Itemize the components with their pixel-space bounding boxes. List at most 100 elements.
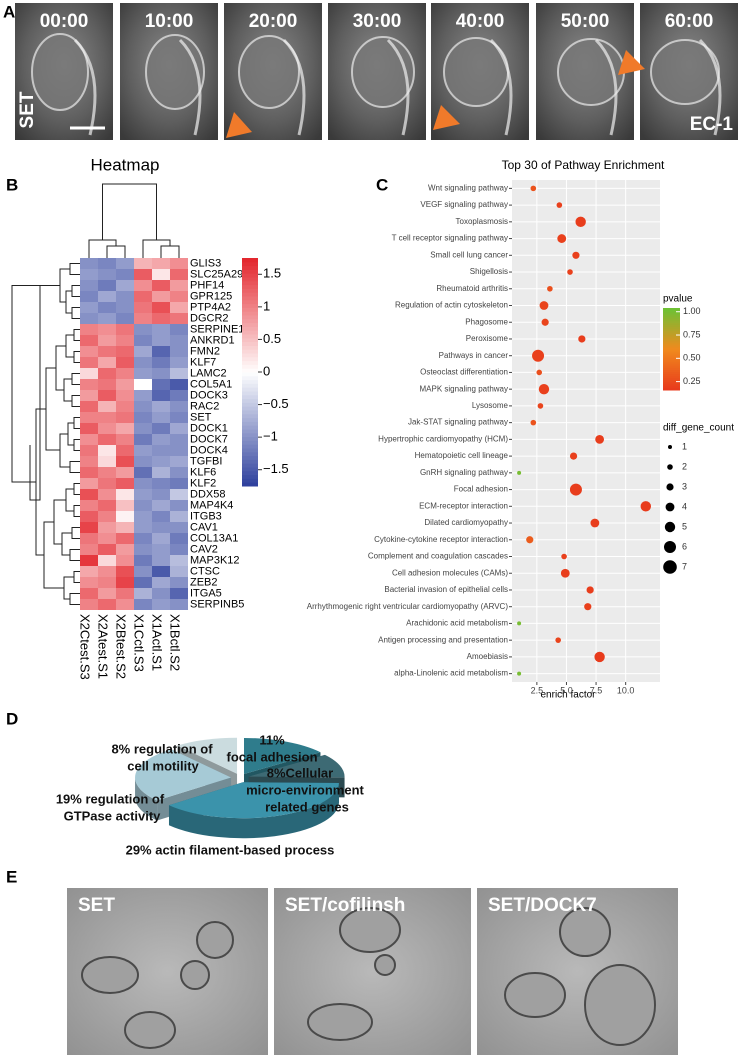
heatmap-cell: [116, 555, 134, 566]
pathway-label: Osteoclast differentiation: [420, 368, 508, 377]
heatmap-cell: [170, 599, 188, 610]
count-legend-dot: [664, 521, 676, 533]
gene-label: GPR125: [190, 290, 232, 302]
color-scale-step: [242, 474, 258, 479]
enrichment-dot: [526, 536, 534, 544]
heatmap-cell: [80, 335, 98, 346]
pathway-label: Small cell lung cancer: [430, 250, 508, 259]
heatmap-cell: [116, 511, 134, 522]
heatmap-cell: [170, 588, 188, 599]
pie-label: cell motility: [127, 758, 199, 773]
heatmap-cell: [80, 467, 98, 478]
pvalue-scale-step: [663, 351, 680, 354]
heatmap-cell: [170, 423, 188, 434]
pathway-label: Peroxisome: [466, 334, 509, 343]
heatmap-cell: [134, 313, 152, 324]
heatmap-cell: [98, 555, 116, 566]
heatmap-cell: [134, 544, 152, 555]
heatmap-cell: [134, 445, 152, 456]
gene-label: KLF7: [190, 356, 216, 368]
heatmap-cell: [152, 346, 170, 357]
enrichment-dot: [572, 251, 580, 259]
scale-tick-label: −0.5: [263, 396, 289, 411]
heatmap-cell: [116, 368, 134, 379]
color-scale-step: [242, 387, 258, 392]
color-scale-step: [242, 261, 258, 267]
pie-label: focal adhesion: [226, 749, 317, 764]
heatmap-cell: [152, 302, 170, 313]
pathway-label: VEGF signaling pathway: [420, 200, 508, 209]
color-scale-step: [242, 421, 258, 426]
color-scale-step: [242, 391, 258, 396]
color-scale-step: [242, 455, 258, 460]
sample-label: X1Bctl.S2: [168, 614, 183, 671]
heatmap-cell: [80, 489, 98, 500]
x-tick-label: 5.0: [560, 685, 573, 695]
pie-label: 8%Cellular: [267, 765, 333, 780]
cell-process: [282, 38, 306, 136]
color-scale-step: [242, 451, 258, 457]
enrichment-dot: [541, 318, 549, 326]
cell: [124, 1011, 176, 1049]
heatmap-cell: [116, 588, 134, 599]
heatmap-cell: [80, 390, 98, 401]
color-scale-step: [242, 406, 258, 411]
pvalue-scale-step: [663, 338, 680, 342]
scale-tick-label: 0.5: [263, 331, 281, 346]
heatmap-cell: [152, 401, 170, 412]
heatmap-cell: [80, 313, 98, 324]
heatmap-cell: [134, 599, 152, 610]
pvalue-scale-step: [663, 324, 680, 327]
heatmap-cell: [116, 291, 134, 302]
heatmap-cell: [134, 291, 152, 302]
heatmap-cell: [98, 390, 116, 401]
heatmap-cell: [98, 379, 116, 390]
pvalue-scale-step: [663, 367, 680, 370]
pvalue-tick-label: 0.25: [683, 376, 701, 386]
heatmap-cell: [98, 544, 116, 555]
gene-label: DOCK4: [190, 444, 228, 456]
heatmap-cell: [80, 577, 98, 588]
enrichment-dot: [584, 603, 592, 611]
enrichment-dot: [539, 301, 549, 310]
heatmap-cell: [170, 577, 188, 588]
pathway-label: Lysosome: [472, 401, 509, 410]
color-scale-step: [242, 273, 258, 278]
heatmap-cell: [134, 522, 152, 533]
heatmap-cell: [80, 544, 98, 555]
heatmap-cell: [170, 291, 188, 302]
color-scale-step: [242, 292, 258, 297]
enrichment-dot: [555, 637, 561, 643]
time-label: 00:00: [40, 11, 89, 32]
pie-label: micro-environment: [246, 782, 364, 797]
pie-slice: [177, 737, 238, 774]
heatmap-cell: [98, 533, 116, 544]
time-label: 40:00: [456, 11, 505, 32]
color-scale-step: [242, 360, 258, 365]
pvalue-scale-step: [663, 332, 680, 336]
pvalue-scale-step: [663, 379, 680, 383]
color-scale-step: [242, 372, 258, 377]
condition-label: SET: [78, 895, 115, 916]
pathway-label: Dilated cardiomyopathy: [424, 518, 508, 527]
heatmap-cell: [152, 489, 170, 500]
heatmap-cell: [98, 511, 116, 522]
heatmap-cell: [170, 412, 188, 423]
heatmap: GLIS3SLC25A29PHF14GPR125PTP4A2DGCR2SERPI…: [78, 257, 289, 679]
heatmap-cell: [116, 302, 134, 313]
heatmap-cell: [152, 588, 170, 599]
heatmap-cell: [152, 368, 170, 379]
heatmap-cell: [80, 368, 98, 379]
pvalue-scale-step: [663, 377, 680, 381]
cell: [196, 921, 234, 959]
heatmap-cell: [116, 500, 134, 511]
pathway-label: Phagosome: [465, 317, 508, 326]
cell-process: [698, 38, 722, 136]
heatmap-cell: [98, 500, 116, 511]
dotplot-title: Top 30 of Pathway Enrichment: [502, 158, 665, 172]
color-scale-step: [242, 315, 258, 320]
color-scale-step: [242, 463, 258, 468]
heatmap-cell: [152, 269, 170, 280]
heatmap-cell: [98, 478, 116, 489]
